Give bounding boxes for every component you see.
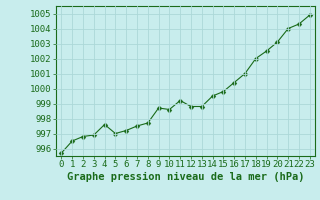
X-axis label: Graphe pression niveau de la mer (hPa): Graphe pression niveau de la mer (hPa) — [67, 172, 304, 182]
